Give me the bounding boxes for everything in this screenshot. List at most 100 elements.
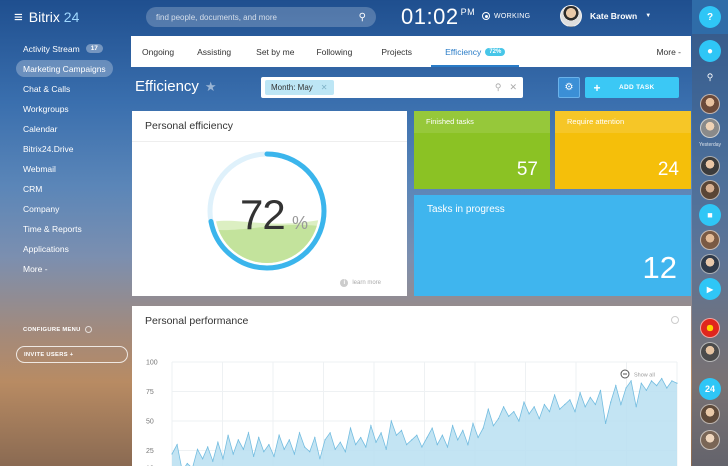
avatar[interactable] — [700, 118, 720, 138]
avatar[interactable] — [700, 254, 720, 274]
tab-set-by-me[interactable]: Set by me — [256, 36, 294, 67]
search-icon[interactable]: ⚲ — [494, 82, 502, 92]
app-logo[interactable]: ≡ Bitrix 24 — [14, 9, 79, 25]
invite-users-label: INVITE USERS + — [24, 351, 74, 358]
sidebar-item-label: Bitrix24.Drive — [23, 143, 74, 154]
search-bar[interactable]: ⚲ — [146, 7, 376, 27]
y-tick-label: 25 — [146, 448, 154, 455]
avatar[interactable] — [700, 180, 720, 200]
tab-assisting[interactable]: Assisting — [197, 36, 231, 67]
rail-search-button[interactable]: ⚲ — [699, 66, 721, 88]
avatar[interactable] — [700, 430, 720, 450]
data-point — [212, 460, 214, 462]
efficiency-value: 72 — [240, 191, 286, 238]
sidebar-item-label: Chat & Calls — [23, 83, 71, 94]
data-point — [344, 451, 346, 453]
finished-tasks-tile[interactable]: Finished tasks 57 — [414, 111, 550, 189]
sidebar-item-drive[interactable]: Bitrix24.Drive — [16, 140, 81, 157]
settings-button[interactable]: ⚙ — [558, 77, 580, 98]
data-point — [492, 425, 494, 427]
tab-projects[interactable]: Projects — [381, 36, 412, 67]
efficiency-badge: 72% — [485, 47, 506, 56]
data-point — [217, 441, 219, 443]
tile-label: Tasks in progress — [427, 204, 505, 215]
data-point — [615, 385, 617, 387]
task-tabs: Ongoing Assisting Set by me Following Pr… — [131, 36, 691, 67]
sidebar-item-activity-stream[interactable]: Activity Stream 17 — [16, 40, 110, 57]
data-point — [186, 462, 188, 465]
data-point — [457, 439, 459, 441]
add-task-label: ADD TASK — [619, 84, 655, 91]
sidebar-item-company[interactable]: Company — [16, 200, 66, 217]
tab-efficiency[interactable]: Efficiency 72% — [431, 36, 520, 67]
search-input[interactable] — [156, 12, 359, 22]
status-label: WORKING — [494, 12, 531, 20]
require-attention-tile[interactable]: Require attention 24 — [555, 111, 691, 189]
tile-label: Finished tasks — [426, 117, 474, 126]
sidebar-item-calendar[interactable]: Calendar — [16, 120, 65, 137]
sidebar-item-applications[interactable]: Applications — [16, 240, 76, 257]
clear-icon[interactable]: ✕ — [509, 82, 517, 92]
page-title: Efficiency ★ — [135, 78, 217, 95]
tile-value: 57 — [516, 159, 538, 180]
sidebar-item-workgroups[interactable]: Workgroups — [16, 100, 76, 117]
sidebar-item-marketing-campaigns[interactable]: Marketing Campaigns — [16, 60, 113, 77]
add-task-button[interactable]: + ADD TASK — [585, 77, 679, 98]
notifications-button[interactable]: ● — [699, 40, 721, 62]
work-status[interactable]: WORKING — [482, 12, 530, 20]
avatar[interactable] — [700, 156, 720, 176]
right-rail: ? ● ⚲ Yesterday ■ ▶ 24 — [692, 0, 728, 466]
sidebar-item-label: Activity Stream — [23, 43, 80, 54]
data-point — [314, 436, 316, 439]
gear-icon[interactable] — [671, 316, 679, 324]
help-button[interactable]: ? — [699, 6, 721, 28]
megaphone-button[interactable]: ▶ — [699, 278, 721, 300]
sidebar-item-time-reports[interactable]: Time & Reports — [16, 220, 89, 237]
data-point — [283, 448, 285, 450]
data-point — [304, 446, 306, 448]
show-all-link[interactable]: Show all — [634, 373, 655, 379]
sidebar-item-webmail[interactable]: Webmail — [16, 160, 63, 177]
sidebar-item-crm[interactable]: CRM — [16, 180, 49, 197]
data-point — [227, 434, 229, 436]
data-point — [620, 403, 622, 406]
filter-chip[interactable]: Month: May ✕ — [265, 80, 334, 95]
avatar[interactable] — [700, 230, 720, 250]
search-icon[interactable]: ⚲ — [358, 11, 366, 23]
learn-more-link[interactable]: i learn more — [340, 279, 381, 287]
filter-bar[interactable]: Month: May ✕ ⚲ ✕ — [261, 77, 523, 98]
data-point — [574, 411, 576, 413]
sidebar-item-more[interactable]: More - — [16, 260, 55, 277]
user-menu[interactable]: Kate Brown ▼ — [560, 5, 651, 27]
close-icon[interactable]: ✕ — [320, 83, 328, 92]
data-point — [263, 451, 265, 453]
avatar[interactable] — [700, 318, 720, 338]
sidebar-item-chat-calls[interactable]: Chat & Calls — [16, 80, 77, 97]
clock[interactable]: 01:02 PM — [401, 4, 475, 30]
tasks-in-progress-tile[interactable]: Tasks in progress 12 — [414, 195, 691, 296]
data-point — [247, 432, 250, 434]
tile-value: 24 — [657, 159, 679, 180]
tab-ongoing[interactable]: Ongoing — [142, 36, 174, 67]
data-point — [538, 418, 540, 420]
data-point — [207, 446, 209, 448]
avatar[interactable] — [560, 5, 582, 27]
data-point — [293, 453, 295, 455]
menu-icon[interactable]: ≡ — [14, 8, 23, 26]
tab-more[interactable]: More - — [656, 36, 681, 67]
configure-menu-link[interactable]: CONFIGURE MENU — [23, 326, 92, 333]
star-icon[interactable]: ★ — [204, 78, 217, 94]
data-point — [176, 444, 178, 446]
data-point — [487, 408, 489, 410]
avatar[interactable] — [700, 404, 720, 424]
data-point — [339, 441, 341, 443]
performance-card-title: Personal performance — [145, 315, 249, 327]
avatar[interactable] — [700, 342, 720, 362]
invite-users-button[interactable]: INVITE USERS + — [16, 346, 128, 363]
search-icon: ⚲ — [706, 71, 714, 82]
bitrix24-button[interactable]: 24 — [699, 378, 721, 400]
lock-button[interactable]: ■ — [699, 204, 721, 226]
avatar[interactable] — [700, 94, 720, 114]
sidebar-item-label: Webmail — [23, 163, 56, 174]
tab-following[interactable]: Following — [316, 36, 352, 67]
